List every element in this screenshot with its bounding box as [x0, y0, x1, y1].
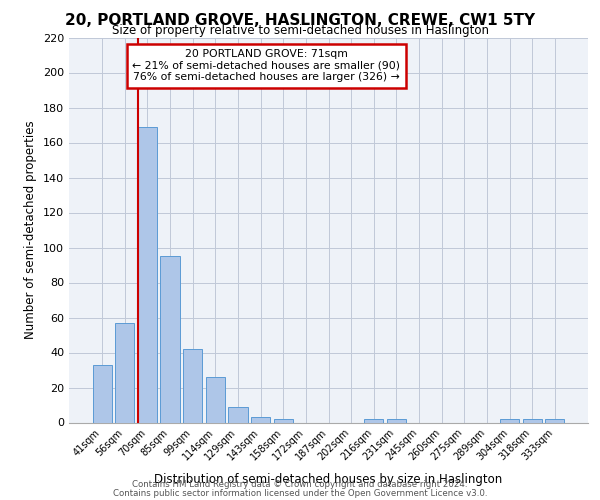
Bar	[545, 419, 565, 422]
Bar	[160, 256, 180, 422]
X-axis label: Distribution of semi-detached houses by size in Haslington: Distribution of semi-detached houses by …	[154, 474, 503, 486]
Bar	[523, 419, 542, 422]
Text: 20, PORTLAND GROVE, HASLINGTON, CREWE, CW1 5TY: 20, PORTLAND GROVE, HASLINGTON, CREWE, C…	[65, 13, 535, 28]
Text: Size of property relative to semi-detached houses in Haslington: Size of property relative to semi-detach…	[112, 24, 488, 37]
Text: Contains public sector information licensed under the Open Government Licence v3: Contains public sector information licen…	[113, 488, 487, 498]
Text: Contains HM Land Registry data © Crown copyright and database right 2024.: Contains HM Land Registry data © Crown c…	[132, 480, 468, 489]
Text: 20 PORTLAND GROVE: 71sqm
← 21% of semi-detached houses are smaller (90)
76% of s: 20 PORTLAND GROVE: 71sqm ← 21% of semi-d…	[132, 49, 400, 82]
Bar	[115, 323, 134, 422]
Bar	[92, 365, 112, 422]
Y-axis label: Number of semi-detached properties: Number of semi-detached properties	[25, 120, 37, 340]
Bar	[387, 419, 406, 422]
Bar	[251, 417, 270, 422]
Bar	[500, 419, 519, 422]
Bar	[183, 349, 202, 422]
Bar	[229, 407, 248, 422]
Bar	[274, 419, 293, 422]
Bar	[364, 419, 383, 422]
Bar	[138, 126, 157, 422]
Bar	[206, 377, 225, 422]
